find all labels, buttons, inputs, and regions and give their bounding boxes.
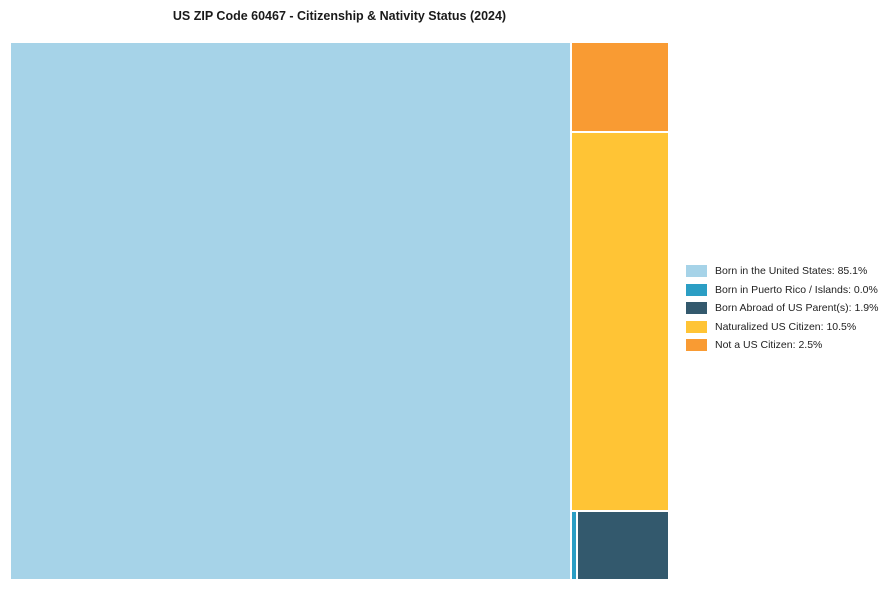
legend-item-not-a-us-citizen: Not a US Citizen: 2.5% <box>686 339 878 351</box>
legend-swatch-not-a-us-citizen <box>686 339 707 351</box>
legend-item-naturalized-us-citizen: Naturalized US Citizen: 10.5% <box>686 320 878 333</box>
chart-legend: Born in the United States: 85.1% Born in … <box>686 265 878 358</box>
treemap-rect-naturalized-us-citizen <box>570 132 669 512</box>
treemap-rect-not-a-us-citizen <box>570 42 669 133</box>
treemap-rect-born-in-puerto-rico-islands <box>570 511 577 580</box>
legend-swatch-born-abroad-of-us-parents <box>686 302 707 314</box>
legend-label: Born in Puerto Rico / Islands: 0.0% <box>715 283 878 296</box>
legend-swatch-born-in-the-united-states <box>686 265 707 277</box>
legend-label: Not a US Citizen: 2.5% <box>715 339 823 351</box>
legend-label: Born Abroad of US Parent(s): 1.9% <box>715 302 879 314</box>
legend-swatch-born-in-puerto-rico-islands <box>686 283 707 296</box>
treemap-rect-born-in-the-united-states <box>10 42 571 580</box>
legend-item-born-in-puerto-rico-islands: Born in Puerto Rico / Islands: 0.0% <box>686 283 878 296</box>
legend-swatch-naturalized-us-citizen <box>686 320 707 333</box>
legend-label: Born in the United States: 85.1% <box>715 265 868 277</box>
treemap-plot-area <box>10 42 669 580</box>
legend-item-born-abroad-of-us-parents: Born Abroad of US Parent(s): 1.9% <box>686 302 878 314</box>
legend-item-born-in-the-united-states: Born in the United States: 85.1% <box>686 265 878 277</box>
treemap-rect-born-abroad-of-us-parents <box>576 511 669 580</box>
chart-title: US ZIP Code 60467 - Citizenship & Nativi… <box>172 9 507 23</box>
legend-label: Naturalized US Citizen: 10.5% <box>715 320 857 333</box>
